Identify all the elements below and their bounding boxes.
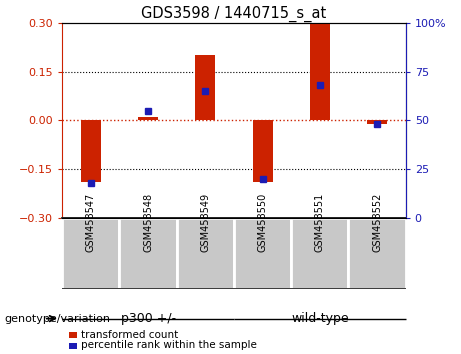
Bar	[69, 343, 77, 349]
Text: wild-type: wild-type	[291, 312, 349, 325]
Text: GSM458547: GSM458547	[86, 193, 96, 252]
Bar	[177, 218, 234, 289]
Text: transformed count: transformed count	[81, 330, 178, 339]
Bar	[69, 332, 77, 338]
Bar	[253, 120, 272, 182]
Title: GDS3598 / 1440715_s_at: GDS3598 / 1440715_s_at	[142, 5, 326, 22]
Bar	[234, 218, 291, 289]
Bar	[367, 120, 387, 124]
Text: GSM458551: GSM458551	[315, 193, 325, 252]
Bar	[119, 218, 177, 289]
Bar	[81, 120, 101, 182]
Bar	[138, 117, 158, 120]
Bar	[195, 56, 215, 120]
Text: GSM458552: GSM458552	[372, 192, 382, 252]
Bar	[349, 218, 406, 289]
Text: GSM458550: GSM458550	[258, 193, 267, 252]
Text: genotype/variation: genotype/variation	[5, 314, 111, 324]
Text: GSM458549: GSM458549	[201, 193, 210, 252]
Bar	[310, 23, 330, 120]
Text: GSM458548: GSM458548	[143, 193, 153, 252]
Text: percentile rank within the sample: percentile rank within the sample	[81, 340, 257, 350]
Text: p300 +/-: p300 +/-	[120, 312, 176, 325]
Bar	[62, 218, 119, 289]
Bar	[291, 218, 349, 289]
